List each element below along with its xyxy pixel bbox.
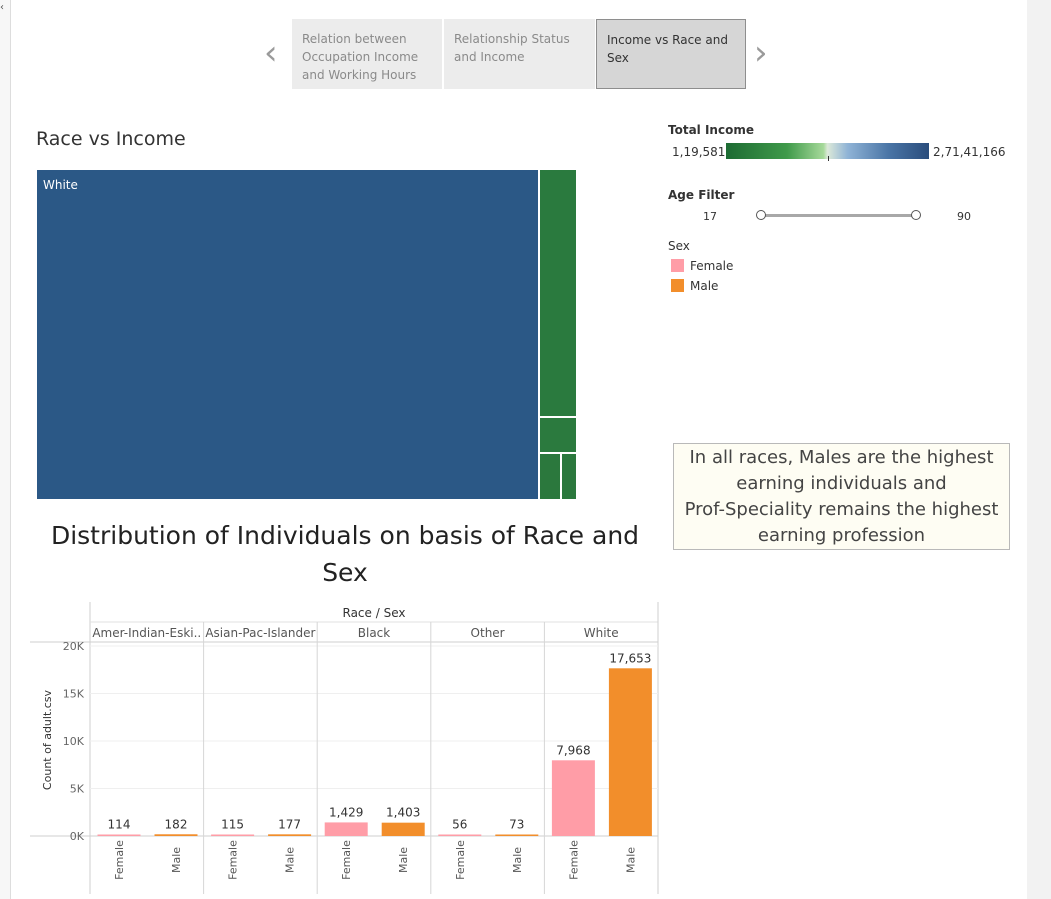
sex-axis-label: Female	[454, 840, 467, 880]
sex-axis-label: Male	[284, 847, 297, 873]
race-header-label: White	[584, 626, 619, 640]
bar-male	[382, 823, 425, 836]
chart-header: Race / Sex	[343, 606, 406, 620]
sex-axis-label: Female	[340, 840, 353, 880]
bar-value-label: 56	[452, 818, 467, 832]
race-header-label: Asian-Pac-Islander	[205, 626, 315, 640]
y-tick-label: 20K	[63, 640, 85, 653]
race-header-label: Other	[471, 626, 505, 640]
bar-female	[98, 835, 141, 837]
y-tick-label: 15K	[63, 688, 85, 701]
y-axis-label: Count of adult.csv	[41, 689, 54, 790]
bar-male	[495, 835, 538, 837]
sex-axis-label: Male	[624, 847, 637, 873]
bar-value-label: 115	[221, 818, 244, 832]
bar-value-label: 182	[165, 817, 188, 831]
bar-value-label: 177	[278, 817, 301, 831]
bar-value-label: 1,429	[329, 805, 363, 819]
bar-value-label: 1,403	[386, 806, 420, 820]
sex-axis-label: Female	[113, 840, 126, 880]
sex-axis-label: Female	[227, 840, 240, 880]
sex-axis-label: Male	[511, 847, 524, 873]
bar-value-label: 73	[509, 818, 524, 832]
bar-value-label: 7,968	[556, 743, 590, 757]
bar-female	[438, 835, 481, 837]
sex-axis-label: Male	[397, 847, 410, 873]
sex-axis-label: Male	[170, 847, 183, 873]
race-header-label: Black	[358, 626, 391, 640]
y-tick-label: 10K	[63, 735, 85, 748]
race-header-label: Amer-Indian-Eski..	[92, 626, 201, 640]
bar-value-label: 17,653	[609, 651, 651, 665]
bar-female	[325, 822, 368, 836]
y-tick-label: 5K	[70, 783, 85, 796]
bar-male	[268, 834, 311, 836]
bar-male	[155, 834, 198, 836]
sex-axis-label: Female	[567, 840, 580, 880]
bar-value-label: 114	[108, 818, 131, 832]
bar-female	[552, 760, 595, 836]
bar-male	[609, 668, 652, 836]
bar-female	[211, 835, 254, 837]
y-tick-label: 0K	[70, 830, 85, 843]
